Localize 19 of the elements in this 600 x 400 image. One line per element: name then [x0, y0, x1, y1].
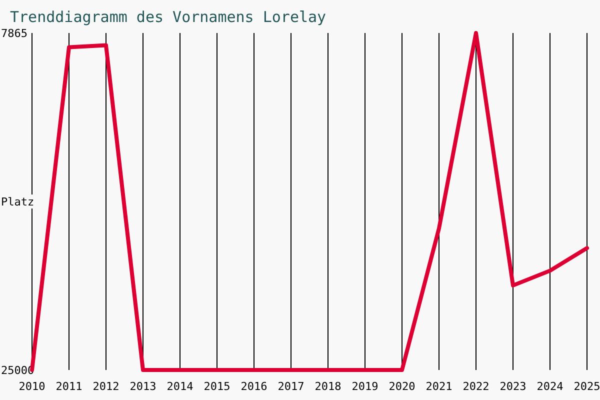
x-tick-label: 2025: [574, 380, 600, 393]
x-tick-label: 2019: [352, 380, 378, 393]
x-tick-label: 2017: [278, 380, 304, 393]
x-tick-label: 2020: [388, 380, 416, 393]
y-tick-label: 7865: [1, 27, 28, 40]
x-tick-label: 2018: [314, 380, 342, 393]
x-tick-label: 2011: [56, 380, 82, 393]
x-tick-label: 2021: [426, 380, 452, 393]
x-tick-label: 2016: [240, 380, 268, 393]
x-tick-label: 2023: [500, 380, 526, 393]
x-tick-label: 2014: [166, 380, 194, 393]
x-tick-label: 2015: [204, 380, 230, 393]
chart-title: Trenddiagramm des Vornamens Lorelay: [10, 8, 326, 26]
x-tick-label: 2013: [130, 380, 156, 393]
x-tick-label: 2022: [462, 380, 490, 393]
x-tick-label: 2010: [18, 380, 46, 393]
x-tick-label: 2012: [92, 380, 120, 393]
x-tick-label: 2024: [536, 380, 564, 393]
y-axis-title: Platz: [1, 196, 34, 208]
